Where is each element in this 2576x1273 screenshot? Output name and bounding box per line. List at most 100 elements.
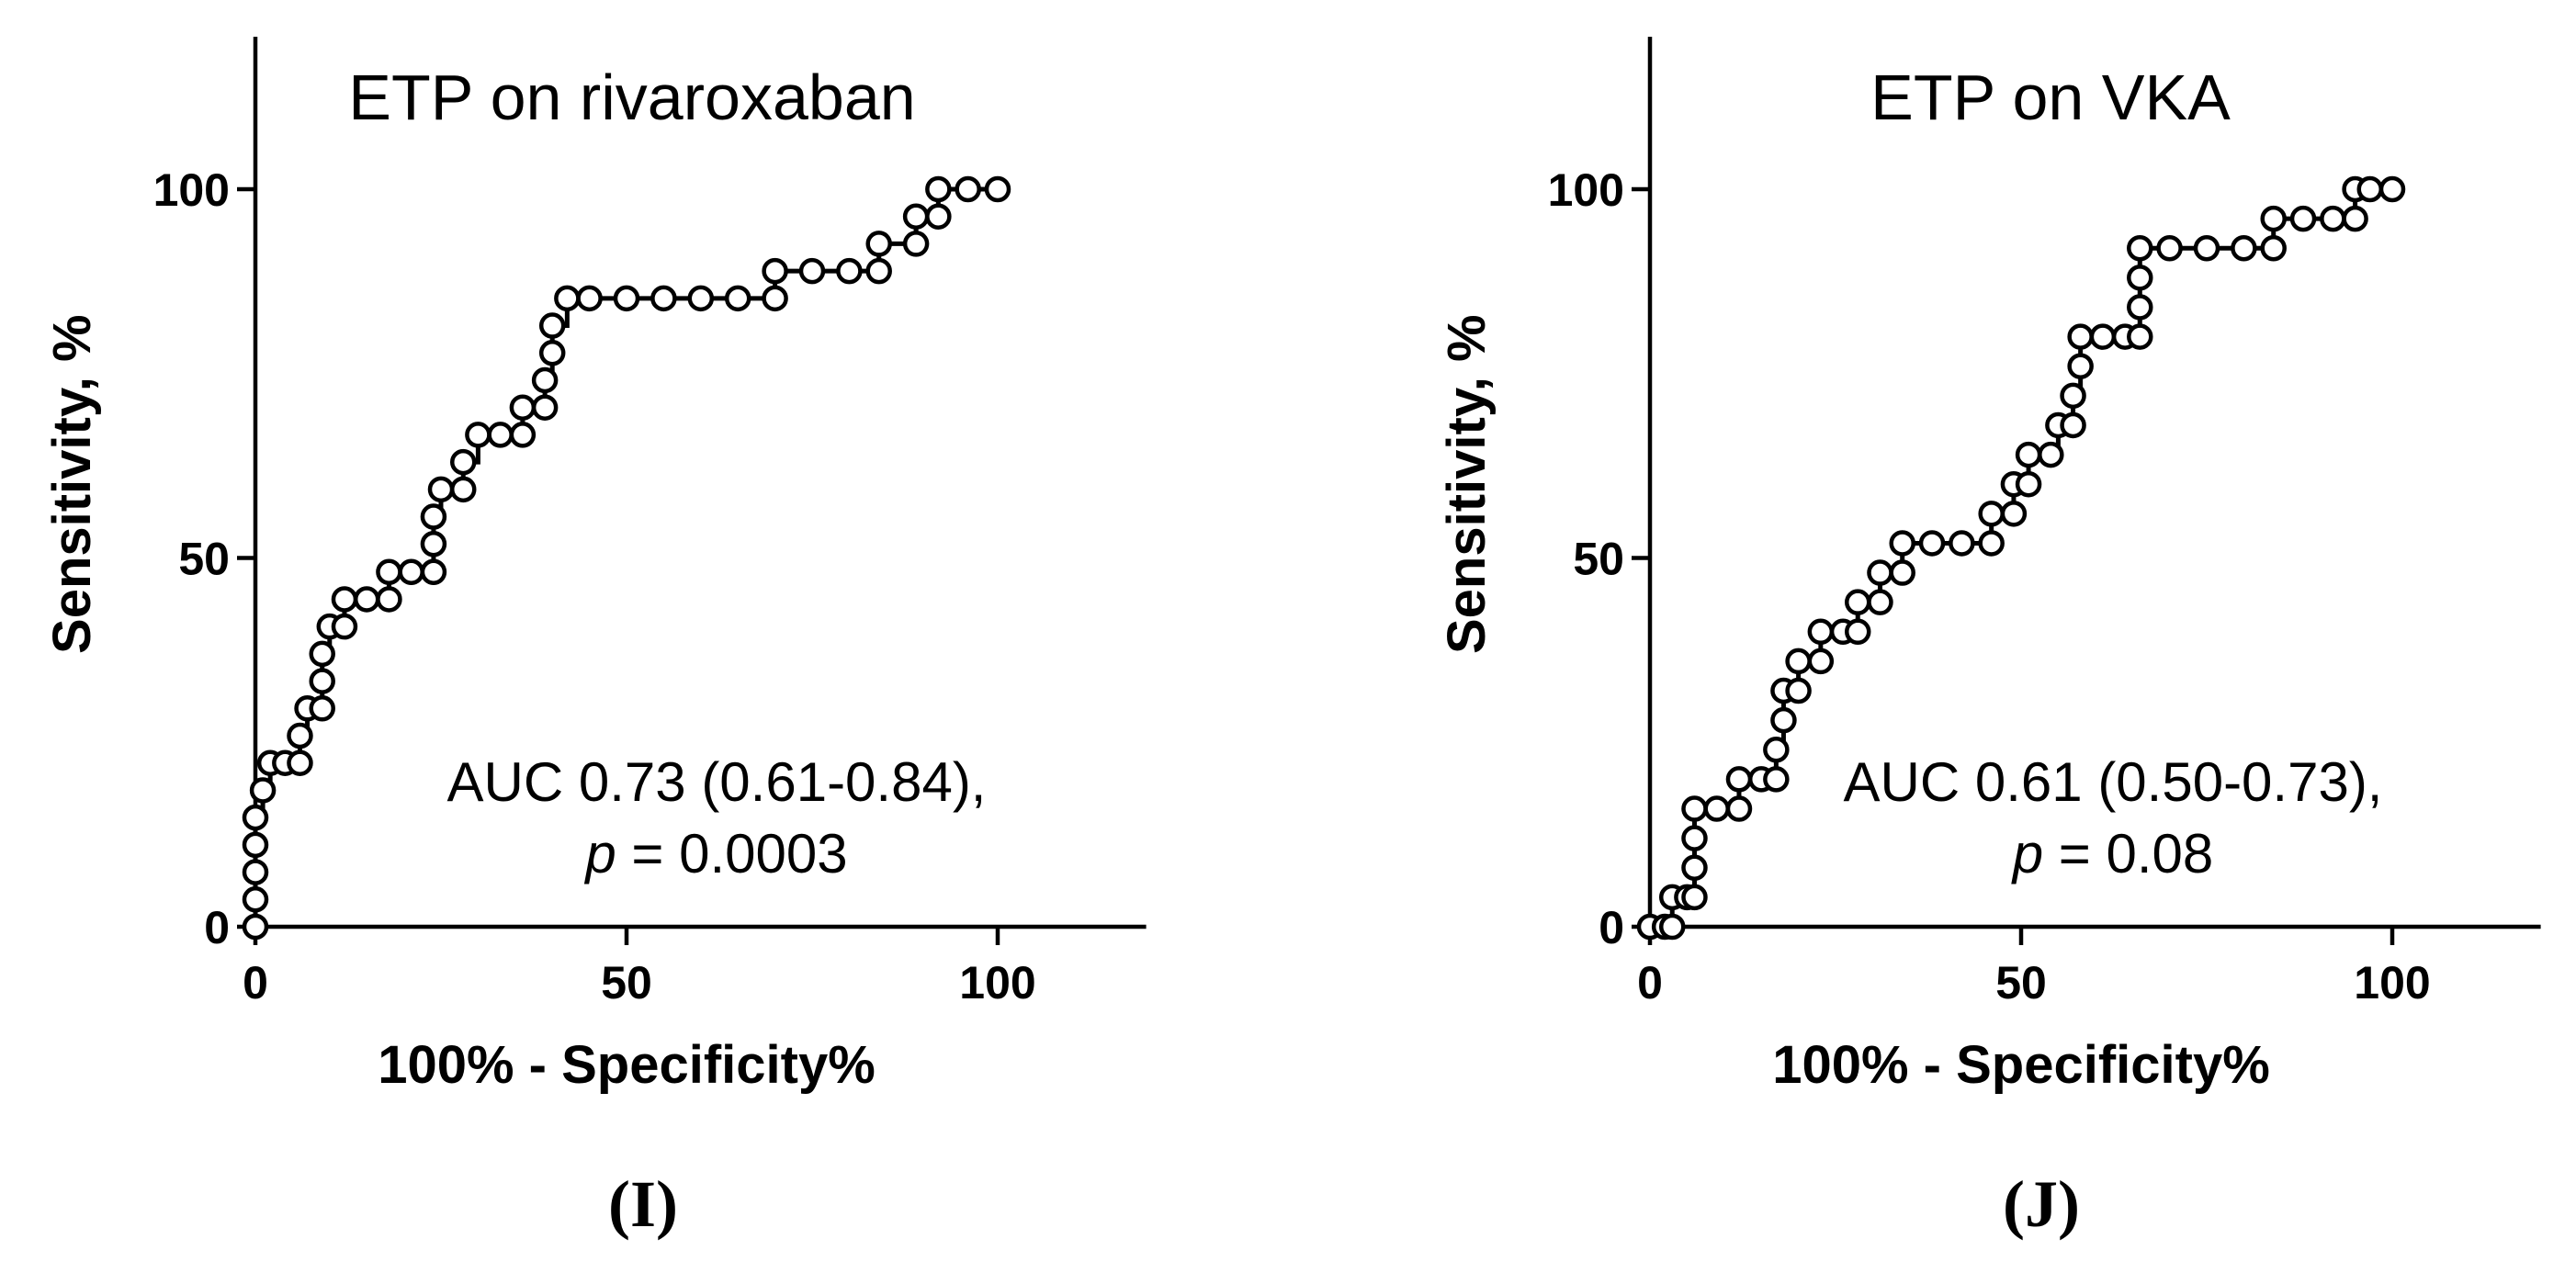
roc-point	[242, 859, 269, 885]
roc-point	[242, 831, 269, 859]
roc-point	[2260, 205, 2287, 232]
roc-point	[1949, 530, 1975, 557]
roc-point	[287, 749, 313, 776]
roc-point	[762, 285, 788, 312]
roc-point	[1725, 795, 1753, 822]
roc-point	[1978, 501, 2005, 527]
roc-point	[613, 285, 640, 312]
roc-point	[1681, 854, 1708, 882]
auc-annotation: AUC 0.61 (0.50-0.73),	[1844, 751, 2383, 813]
roc-point	[242, 886, 269, 913]
roc-point	[576, 285, 603, 312]
roc-point	[2067, 353, 2094, 379]
p-value-annotation: p = 0.08	[2011, 823, 2214, 884]
roc-point	[2356, 175, 2384, 203]
roc-point	[1867, 559, 1893, 586]
y-axis-title: Sensitivity, %	[1437, 314, 1497, 654]
roc-point	[1763, 737, 1790, 763]
roc-point	[1785, 648, 1812, 675]
roc-point	[925, 203, 952, 230]
p-value-annotation: p = 0.0003	[583, 823, 847, 884]
roc-point	[2260, 234, 2287, 262]
roc-point	[242, 804, 269, 831]
roc-step-line	[1650, 186, 2392, 929]
panel-label: (J)	[2003, 1167, 2080, 1241]
roc-point	[1844, 618, 1871, 646]
roc-point	[509, 394, 537, 421]
roc-point	[353, 586, 380, 613]
roc-point	[865, 257, 892, 285]
roc-point	[2378, 175, 2406, 203]
chart-title: ETP on rivaroxaban	[348, 62, 915, 133]
x-tick-label: 100	[959, 957, 1035, 1008]
roc-point	[2127, 265, 2153, 291]
roc-point	[531, 394, 559, 421]
panel-label: (I)	[608, 1167, 678, 1241]
x-tick-label: 50	[1995, 957, 2047, 1008]
roc-point	[2127, 294, 2153, 321]
roc-point	[538, 312, 566, 339]
roc-point	[1807, 618, 1835, 646]
roc-point	[902, 231, 930, 257]
y-tick-label: 100	[153, 164, 230, 216]
roc-point	[2067, 323, 2094, 350]
roc-point	[376, 586, 402, 613]
roc-point	[1658, 913, 1686, 941]
roc-point	[509, 422, 537, 448]
y-tick-label: 50	[178, 534, 230, 585]
roc-point	[242, 913, 269, 941]
roc-point	[2320, 205, 2346, 232]
roc-point	[398, 558, 424, 586]
p-symbol: p	[583, 823, 616, 884]
roc-point	[724, 285, 751, 312]
y-tick-label: 0	[204, 902, 230, 953]
x-tick-label: 50	[601, 957, 652, 1008]
roc-point	[955, 175, 981, 203]
roc-point	[2156, 234, 2183, 262]
roc-point	[1978, 530, 2005, 557]
roc-point	[531, 366, 559, 394]
roc-point	[1807, 648, 1835, 675]
roc-point	[1785, 677, 1812, 704]
roc-point	[1681, 825, 1708, 851]
roc-point	[2060, 382, 2086, 410]
roc-point	[1763, 766, 1790, 793]
roc-point	[449, 448, 477, 476]
roc-point	[2038, 441, 2064, 468]
roc-point	[2015, 441, 2042, 468]
roc-point	[2231, 234, 2257, 262]
roc-point	[1918, 530, 1946, 557]
roc-point	[1681, 884, 1708, 911]
roc-point	[902, 203, 930, 230]
roc-point	[1770, 706, 1797, 734]
roc-point	[2127, 234, 2153, 262]
roc-point	[427, 476, 455, 503]
y-tick-label: 50	[1573, 534, 1624, 585]
roc-point	[1889, 559, 1915, 586]
x-tick-label: 0	[243, 957, 268, 1008]
roc-point	[309, 668, 335, 694]
roc-point	[309, 640, 335, 668]
roc-point	[1889, 530, 1915, 557]
x-tick-label: 100	[2354, 957, 2430, 1008]
y-axis-title: Sensitivity, %	[42, 314, 102, 654]
x-tick-label: 0	[1637, 957, 1663, 1008]
p-symbol: p	[2011, 823, 2043, 884]
roc-point	[2289, 205, 2317, 232]
roc-point	[331, 586, 358, 613]
roc-point	[249, 777, 277, 804]
roc-point	[420, 558, 447, 586]
roc-point	[309, 695, 335, 722]
roc-point	[687, 285, 715, 312]
roc-point	[1867, 589, 1893, 615]
roc-point	[798, 257, 826, 285]
roc-point	[1681, 795, 1708, 822]
roc-point	[420, 530, 447, 558]
roc-point	[2000, 501, 2028, 527]
auc-annotation: AUC 0.73 (0.61-0.84),	[447, 751, 987, 813]
roc-point	[2193, 234, 2220, 262]
roc-point	[1725, 766, 1753, 793]
y-tick-label: 100	[1548, 164, 1624, 216]
roc-point	[449, 476, 477, 503]
roc-panel-rivaroxaban: 0 50 100 0 50 100 100% - Specificity% Sensitivi…	[42, 37, 1147, 1241]
